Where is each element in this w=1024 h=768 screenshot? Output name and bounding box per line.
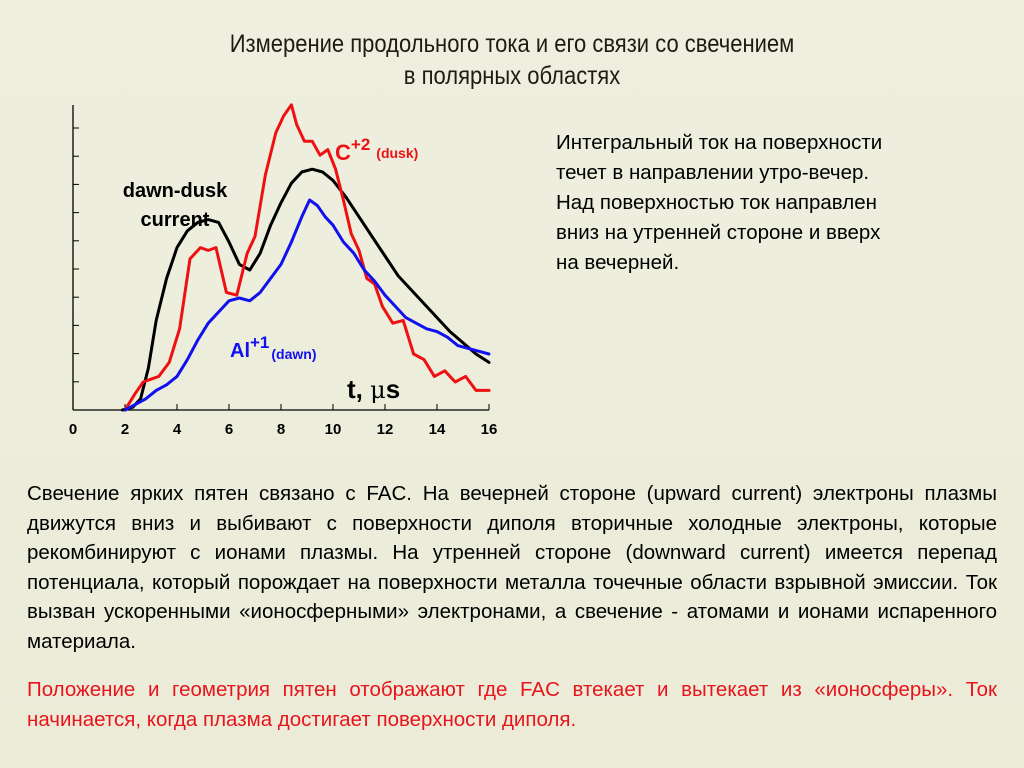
annotation-al-dawn: Al+1(dawn) bbox=[230, 333, 317, 362]
x-tick-label: 8 bbox=[277, 421, 285, 438]
x-tick-label: 10 bbox=[325, 421, 342, 438]
integral-current-note: Интегральный ток на поверхности течет в … bbox=[556, 128, 976, 278]
annotation-c-main: C bbox=[335, 140, 351, 165]
chart-svg: 0 2 4 6 8 10 12 14 16 dawn-dusk current C+2 (dusk… bbox=[69, 103, 498, 438]
fac-position-paragraph: Положение и геометрия пятен отображают г… bbox=[27, 678, 997, 731]
annotation-c-sub: (dusk) bbox=[376, 145, 418, 161]
series-al1-dawn bbox=[123, 198, 491, 412]
current-chart: 0 2 4 6 8 10 12 14 16 dawn-dusk current C+2 (dusk… bbox=[60, 95, 520, 445]
x-tick-label: 12 bbox=[377, 421, 394, 438]
title-line-1: Измерение продольного тока и его связи с… bbox=[229, 30, 795, 58]
x-tick-labels: 0 2 4 6 8 10 12 14 16 bbox=[69, 421, 498, 438]
x-tick-label: 2 bbox=[121, 421, 129, 438]
axis-label-time-main: t, bbox=[347, 374, 370, 404]
annotation-al-sub: (dawn) bbox=[271, 346, 316, 362]
glow-explanation-paragraph: Свечение ярких пятен связано с FAC. На в… bbox=[27, 482, 997, 653]
x-tick-label: 14 bbox=[429, 421, 446, 438]
series-c2-dusk bbox=[123, 103, 491, 412]
chart-series bbox=[120, 103, 491, 412]
series-dawn-dusk-current bbox=[120, 167, 491, 412]
x-tick-label: 0 bbox=[69, 421, 77, 438]
chart-axes bbox=[72, 105, 490, 411]
x-tick-label: 6 bbox=[225, 421, 233, 438]
annotation-al-sup: +1 bbox=[250, 333, 269, 352]
slide-title: Измерение продольного тока и его связи с… bbox=[61, 28, 962, 92]
note-line-3: Над поверхностью ток направлен bbox=[556, 191, 877, 214]
annotation-c-dusk: C+2 (dusk) bbox=[335, 135, 418, 165]
annotation-al-main: Al bbox=[230, 340, 250, 362]
annotation-dawn-dusk-line2: current bbox=[141, 209, 210, 231]
axis-label-time: t, μs bbox=[347, 374, 400, 404]
note-line-5: на вечерней. bbox=[556, 251, 680, 274]
title-line-2: в полярных областях bbox=[403, 62, 621, 90]
annotation-c-sup: +2 bbox=[351, 135, 370, 154]
note-line-2: течет в направлении утро-вечер. bbox=[556, 161, 870, 184]
annotation-dawn-dusk-line1: dawn-dusk bbox=[123, 180, 228, 202]
x-tick-label: 16 bbox=[481, 421, 498, 438]
x-tick-label: 4 bbox=[173, 421, 182, 438]
axis-label-time-unit: s bbox=[386, 374, 400, 404]
note-line-4: вниз на утренней стороне и вверх bbox=[556, 221, 881, 244]
axis-label-time-mu: μ bbox=[370, 376, 386, 404]
note-line-1: Интегральный ток на поверхности bbox=[556, 131, 883, 154]
